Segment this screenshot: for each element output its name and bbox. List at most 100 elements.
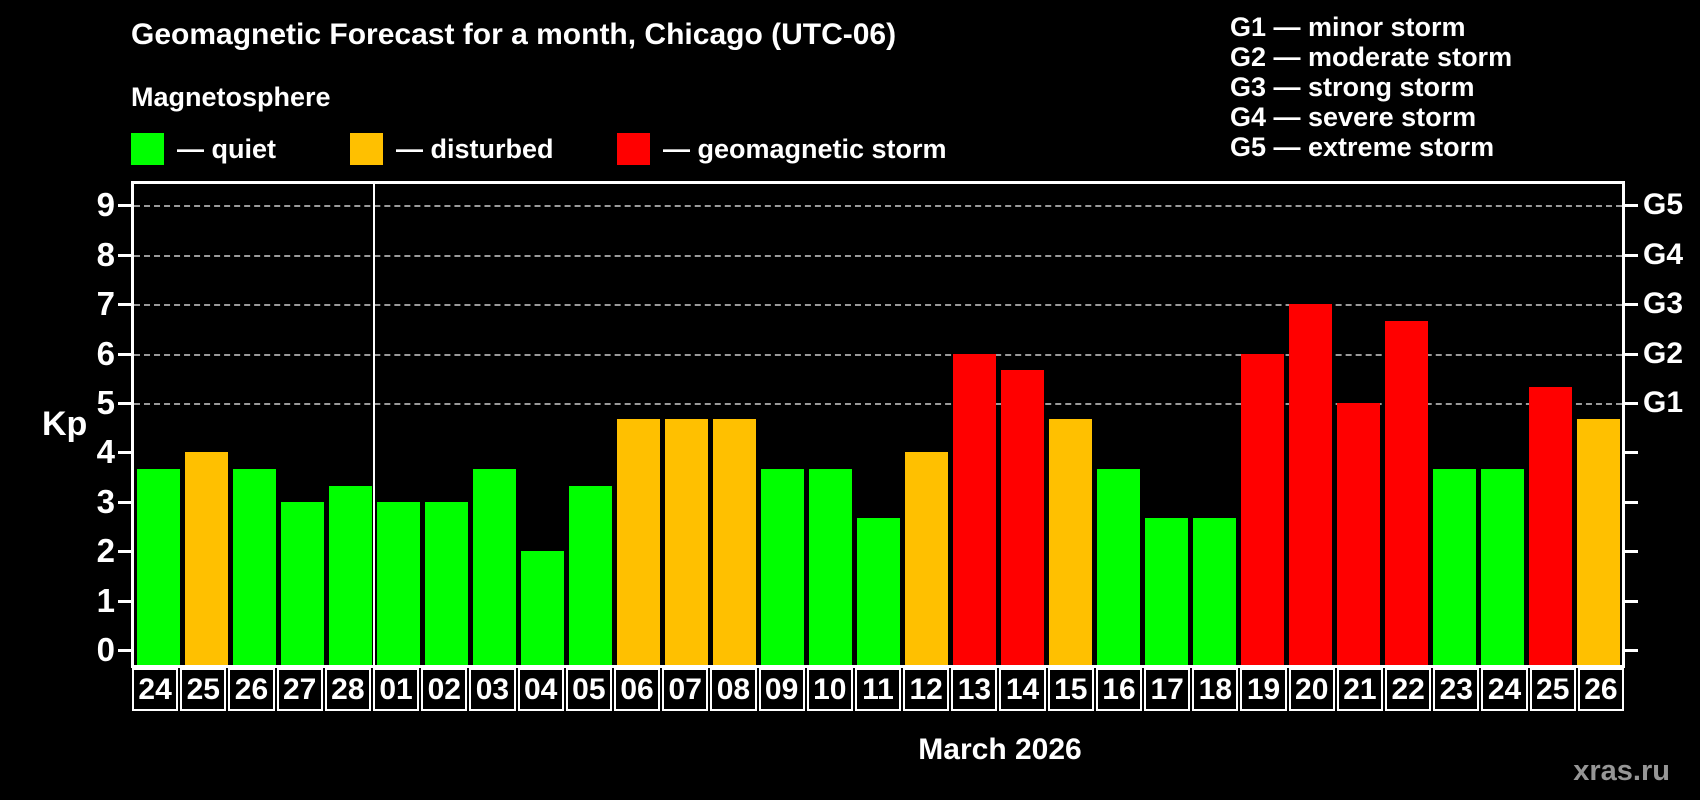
kp-bar-10-quiet <box>808 468 852 665</box>
date-label-mar-16: 16 <box>1095 668 1143 711</box>
g3-legend-line: G3 — strong storm <box>1230 72 1475 102</box>
kp-bar-06-disturbed <box>616 419 660 665</box>
date-label-mar-05: 05 <box>565 668 612 711</box>
disturbed-color-swatch <box>350 133 383 165</box>
y-tick-label-4: 4 <box>96 433 115 471</box>
date-label-mar-15: 15 <box>1047 668 1094 711</box>
kp-bar-22-storm <box>1384 320 1428 665</box>
g-axis-label-G5: G5 <box>1643 188 1684 222</box>
x-axis-month-label: March 2026 <box>918 733 1082 766</box>
plot-box <box>131 181 1625 668</box>
kp-bar-26-quiet <box>232 468 276 665</box>
storm-color-swatch <box>617 133 650 165</box>
kp-bar-11-quiet <box>856 518 900 665</box>
date-label-feb-26: 26 <box>228 668 275 711</box>
date-label-feb-27: 27 <box>276 668 323 711</box>
y-tick-right-4 <box>1625 451 1638 455</box>
y-tick-right-1 <box>1625 599 1638 603</box>
kp-bar-02-quiet <box>424 501 468 665</box>
date-label-mar-08: 08 <box>710 668 757 711</box>
date-label-mar-23: 23 <box>1433 668 1480 711</box>
date-label-mar-14: 14 <box>999 668 1046 711</box>
y-tick-label-9: 9 <box>96 186 115 224</box>
legend-label-quiet: — quiet <box>177 133 276 164</box>
g-axis-label-G3: G3 <box>1643 287 1684 321</box>
y-tick-left-3 <box>118 500 131 504</box>
date-label-mar-10: 10 <box>806 668 853 711</box>
y-tick-right-9 <box>1625 204 1638 208</box>
kp-bar-04-quiet <box>520 551 564 665</box>
date-label-mar-20: 20 <box>1288 668 1335 711</box>
date-label-mar-11: 11 <box>854 668 902 711</box>
gridline-kp6 <box>134 353 1622 356</box>
legend-label-disturbed: — disturbed <box>396 133 554 164</box>
g-axis-label-G1: G1 <box>1643 386 1684 419</box>
month-boundary-line <box>373 184 375 665</box>
date-label-mar-06: 06 <box>613 668 661 711</box>
kp-bar-26-disturbed <box>1576 419 1620 665</box>
kp-bar-01-quiet <box>376 501 420 665</box>
kp-bar-03-quiet <box>472 468 516 665</box>
page-title: Geomagnetic Forecast for a month, Chicag… <box>131 18 897 51</box>
g5-legend-line: G5 — extreme storm <box>1230 132 1495 162</box>
date-label-mar-13: 13 <box>951 668 998 711</box>
y-tick-left-7 <box>118 303 131 307</box>
y-tick-label-5: 5 <box>96 384 115 421</box>
quiet-color-swatch <box>131 133 164 165</box>
kp-bar-08-disturbed <box>712 419 756 665</box>
y-tick-right-6 <box>1625 352 1638 356</box>
g1-legend-line: G1 — minor storm <box>1230 12 1466 42</box>
legend-item-storm: — geomagnetic storm <box>617 131 947 167</box>
date-label-mar-18: 18 <box>1192 668 1239 711</box>
kp-bar-12-disturbed <box>904 452 948 665</box>
legend-label-storm: — geomagnetic storm <box>663 133 947 164</box>
y-tick-left-1 <box>118 599 131 603</box>
g4-legend-line: G4 — severe storm <box>1230 102 1477 132</box>
gridline-kp7 <box>134 304 1622 307</box>
y-tick-label-3: 3 <box>96 482 115 520</box>
date-label-mar-21: 21 <box>1336 668 1384 711</box>
g-scale-legend: G1 — minor storm G2 — moderate storm G3 … <box>1230 12 1512 162</box>
g-axis-label-G2: G2 <box>1643 336 1684 370</box>
kp-bar-24-quiet <box>136 468 180 665</box>
y-tick-left-0 <box>118 649 131 652</box>
date-label-mar-25: 25 <box>1529 668 1576 711</box>
gridline-kp8 <box>134 254 1622 257</box>
y-tick-label-8: 8 <box>96 235 115 273</box>
y-tick-right-5 <box>1625 402 1638 405</box>
date-label-mar-19: 19 <box>1240 668 1287 711</box>
y-tick-left-4 <box>118 451 131 455</box>
g-axis-label-G4: G4 <box>1643 237 1684 271</box>
watermark-xras: xras.ru <box>1573 755 1670 787</box>
kp-bar-16-quiet <box>1096 468 1140 665</box>
y-tick-label-1: 1 <box>96 581 115 619</box>
date-label-feb-24: 24 <box>132 668 179 711</box>
date-label-feb-25: 25 <box>180 668 227 711</box>
y-axis-title-kp: Kp <box>42 405 88 443</box>
date-label-mar-07: 07 <box>662 668 709 711</box>
kp-bar-21-storm <box>1336 403 1380 665</box>
y-tick-label-7: 7 <box>96 285 115 323</box>
date-label-mar-03: 03 <box>469 668 516 711</box>
date-label-mar-26: 26 <box>1577 668 1624 711</box>
subtitle-magnetosphere: Magnetosphere <box>131 82 331 112</box>
date-label-mar-17: 17 <box>1144 668 1191 711</box>
kp-bar-20-storm <box>1288 304 1332 665</box>
y-tick-label-2: 2 <box>96 532 115 570</box>
y-tick-right-7 <box>1625 303 1638 307</box>
kp-bar-24-quiet <box>1480 468 1524 665</box>
date-label-mar-12: 12 <box>903 668 950 711</box>
gridline-kp5 <box>134 403 1622 405</box>
kp-bar-18-quiet <box>1192 518 1236 665</box>
y-tick-left-9 <box>118 204 131 208</box>
y-tick-left-5 <box>118 402 131 405</box>
y-tick-right-8 <box>1625 253 1638 257</box>
kp-bar-15-disturbed <box>1048 419 1092 665</box>
y-tick-label-0: 0 <box>96 631 115 668</box>
date-label-mar-22: 22 <box>1385 668 1432 711</box>
kp-bar-17-quiet <box>1144 518 1188 665</box>
kp-bar-25-disturbed <box>184 452 228 665</box>
x-axis-date-row: 24 25 26 27 28 01 02 03 04 05 06 07 08 09 10 11 12 13 14 15… <box>131 668 1625 715</box>
date-label-mar-02: 02 <box>421 668 468 711</box>
date-label-feb-28: 28 <box>324 668 371 711</box>
